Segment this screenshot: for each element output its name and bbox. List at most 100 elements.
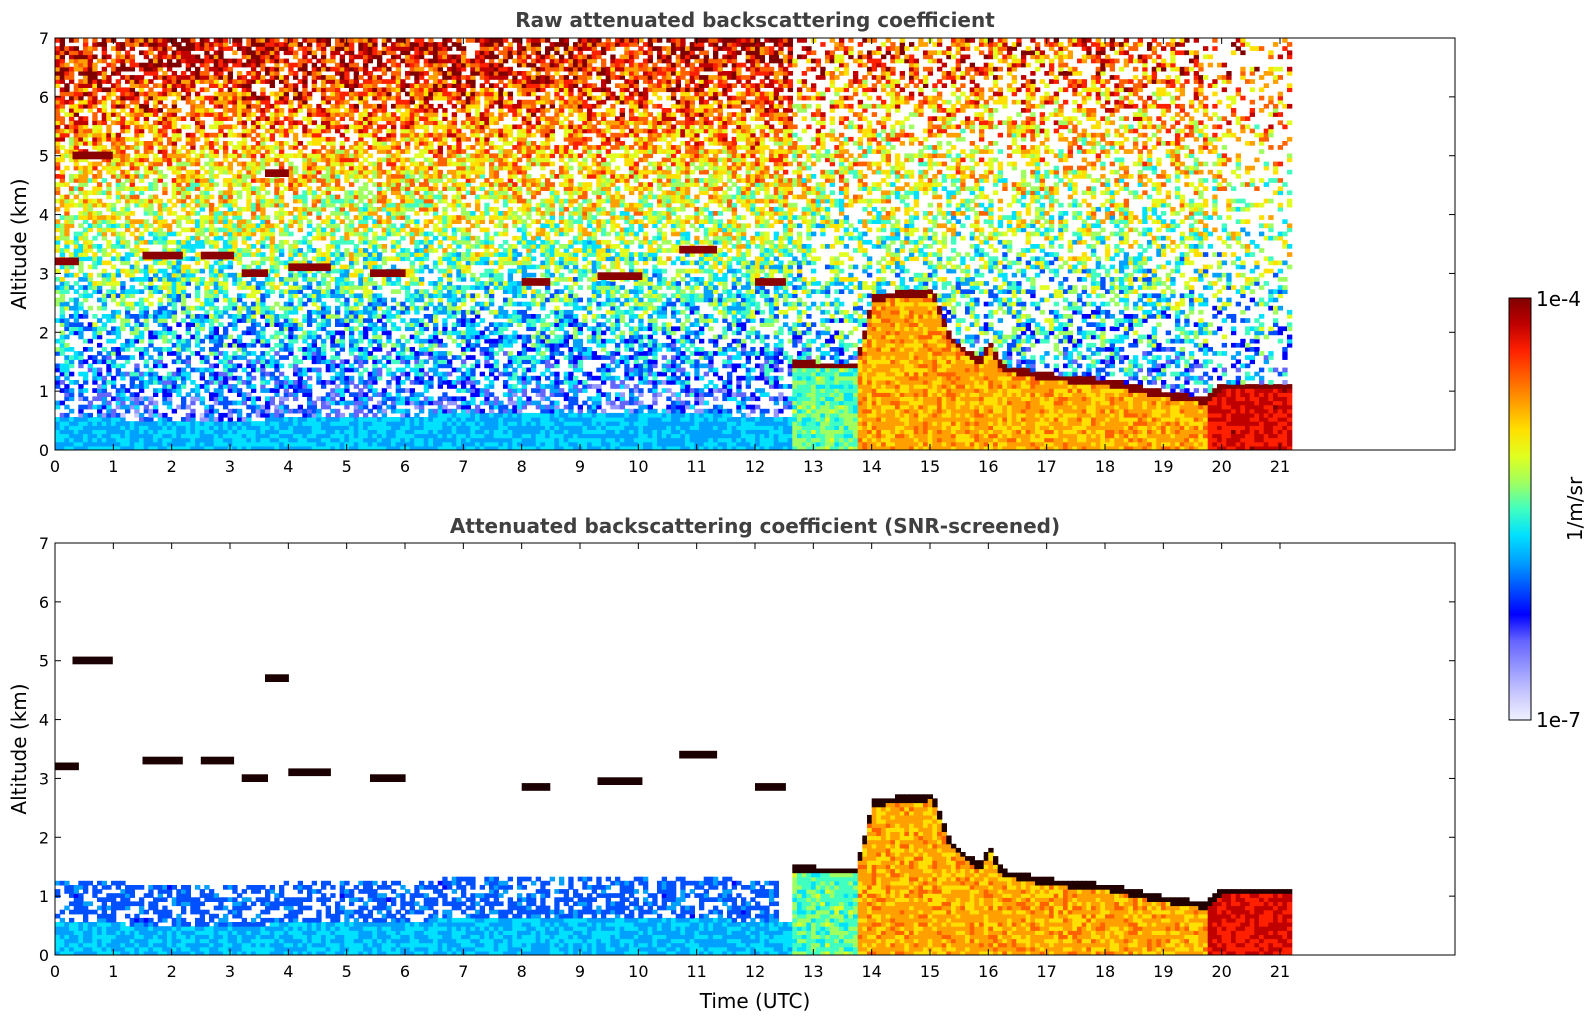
heatmap-cell-0-1843: [181, 396, 187, 402]
heatmap-cell-0-696: [101, 359, 107, 365]
heatmap-cell-0-35: [55, 186, 61, 191]
heatmap-cell-0-4003: [325, 161, 331, 167]
heatmap-cell-0-4483: [358, 281, 364, 286]
heatmap-cell-0-4618: [367, 375, 373, 381]
heatmap-cell-0-2922: [251, 136, 257, 142]
heatmap-cell-0-4803: [377, 116, 383, 121]
heatmap-cell-0-3385: [283, 289, 289, 294]
heatmap-cell-0-2360: [213, 136, 219, 142]
heatmap-cell-0-519: [87, 202, 93, 208]
heatmap-cell-0-3438: [288, 318, 294, 323]
heatmap-cell-0-1765: [176, 445, 182, 450]
heatmap-cell-0-2391: [218, 396, 224, 402]
heatmap-cell-0-323: [73, 108, 79, 113]
heatmap-cell-0-2021: [190, 83, 196, 88]
heatmap-cell-0-3323: [279, 231, 285, 237]
heatmap-cell-0-3468: [288, 128, 294, 134]
heatmap-cell-0-4168: [335, 46, 341, 51]
heatmap-cell-0-4519: [358, 83, 364, 88]
heatmap-cell-0-1319: [143, 211, 149, 216]
heatmap-cell-0-3602: [297, 99, 303, 105]
heatmap-cell-0-1676: [167, 136, 173, 142]
heatmap-cell-0-4041: [330, 359, 336, 365]
heatmap-cell-0-268: [69, 58, 75, 64]
heatmap-cell-0-4149: [335, 157, 341, 163]
heatmap-cell-0-4224: [339, 132, 345, 138]
heatmap-cell-0-2317: [213, 388, 219, 393]
heatmap-cell-0-314: [73, 149, 79, 154]
heatmap-cell-0-2550: [227, 305, 233, 311]
heatmap-cell-0-4913: [386, 215, 392, 220]
heatmap-cell-0-4982: [391, 190, 397, 196]
heatmap-cell-0-4975: [391, 231, 397, 237]
heatmap-cell-0-3911: [321, 277, 327, 282]
heatmap-cell-0-2099: [195, 42, 201, 47]
heatmap-cell-0-2691: [237, 256, 243, 262]
heatmap-cell-0-1042: [125, 268, 131, 274]
heatmap-cell-0-2304: [209, 42, 215, 47]
heatmap-cell-0-4572: [363, 202, 369, 208]
heatmap-cell-0-660: [97, 169, 103, 175]
heatmap-cell-0-405: [78, 71, 84, 76]
heatmap-cell-0-2739: [241, 392, 247, 397]
heatmap-cell-0-1701: [171, 388, 177, 393]
heatmap-cell-0-379: [78, 198, 84, 204]
heatmap-cell-0-3221: [274, 429, 280, 435]
heatmap-cell-0-3827: [316, 375, 322, 381]
heatmap-cell-0-4900: [386, 330, 392, 336]
heatmap-cell-0-991: [120, 169, 126, 175]
heatmap-cell-0-3378: [283, 326, 289, 332]
heatmap-cell-0-4425: [353, 190, 359, 196]
heatmap-cell-0-1360: [148, 400, 154, 406]
heatmap-cell-0-81: [59, 351, 65, 356]
heatmap-cell-0-2975: [255, 198, 261, 204]
heatmap-cell-0-3613: [302, 437, 308, 443]
heatmap-cell-0-2610: [232, 342, 238, 348]
heatmap-cell-0-257: [69, 116, 75, 121]
heatmap-cell-0-1077: [125, 58, 131, 64]
heatmap-cell-0-490: [87, 425, 93, 430]
heatmap-cell-0-174: [64, 264, 70, 270]
heatmap-cell-0-4764: [377, 367, 383, 373]
heatmap-cell-0-241: [69, 215, 75, 220]
heatmap-cell-0-3240: [274, 322, 280, 327]
heatmap-cell-0-4424: [353, 194, 359, 200]
heatmap-cell-0-4384: [353, 437, 359, 443]
heatmap-cell-0-1740: [171, 153, 177, 159]
heatmap-cell-0-1576: [162, 326, 168, 332]
heatmap-cell-0-2344: [213, 244, 219, 249]
heatmap-cell-0-1272: [139, 103, 145, 109]
heatmap-cell-0-2571: [227, 186, 233, 191]
heatmap-cell-0-4974: [391, 239, 397, 245]
heatmap-cell-0-3190: [269, 202, 275, 208]
heatmap-cell-0-1760: [171, 62, 177, 68]
heatmap-cell-0-3368: [283, 396, 289, 402]
heatmap-cell-0-3998: [325, 182, 331, 187]
heatmap-cell-0-1478: [153, 62, 159, 68]
heatmap-cell-0-4523: [358, 50, 364, 56]
heatmap-cell-0-1409: [148, 50, 154, 56]
heatmap-cell-0-2249: [209, 347, 215, 352]
heatmap-cell-0-3655: [302, 178, 308, 183]
heatmap-cell-0-688: [101, 404, 107, 410]
heatmap-cell-0-3907: [321, 301, 327, 307]
heatmap-cell-0-311: [73, 161, 79, 167]
heatmap-cell-0-1197: [134, 149, 140, 154]
heatmap-cell-0-4272: [344, 268, 350, 274]
heatmap-cell-0-2489: [223, 239, 229, 245]
heatmap-cell-0-4113: [335, 355, 341, 360]
heatmap-cell-0-1001: [120, 120, 126, 126]
heatmap-cell-0-2374: [213, 66, 219, 72]
heatmap-cell-0-4403: [353, 326, 359, 332]
heatmap-cell-0-628: [97, 375, 103, 381]
heatmap-cell-0-4750: [377, 445, 383, 450]
heatmap-cell-0-3423: [288, 421, 294, 426]
heatmap-cell-0-3847: [316, 256, 322, 262]
heatmap-cell-0-4981: [391, 202, 397, 208]
heatmap-cell-0-3238: [274, 334, 280, 340]
heatmap-cell-0-3671: [302, 87, 308, 93]
heatmap-cell-0-110: [59, 198, 65, 204]
heatmap-cell-0-2333: [213, 305, 219, 311]
heatmap-cell-0-2968: [255, 248, 261, 253]
heatmap-cell-0-3442: [288, 297, 294, 303]
